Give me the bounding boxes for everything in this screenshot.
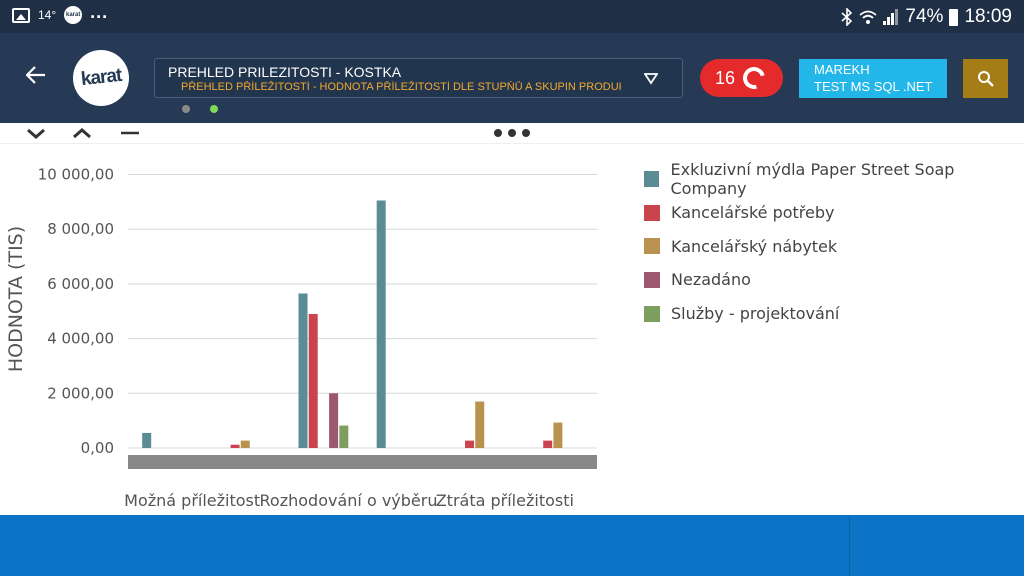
legend-swatch	[644, 170, 660, 187]
x-category-label: Možná příležitost	[124, 491, 260, 510]
more-notifications-icon: ...	[90, 1, 109, 22]
legend-swatch	[644, 204, 660, 221]
report-title: PREHLED PRILEZITOSTI - KOSTKA	[168, 64, 402, 80]
user-button[interactable]: MAREKH TEST MS SQL .NET	[799, 59, 947, 98]
wifi-icon	[859, 10, 878, 24]
notifications-button[interactable]: 16	[700, 59, 783, 97]
bar	[376, 200, 386, 448]
chevron-down-icon[interactable]	[24, 124, 48, 142]
search-icon	[977, 70, 994, 87]
x-category-label: Ztráta příležitosti	[436, 491, 574, 510]
y-tick-label: 8 000,00	[47, 220, 114, 238]
legend-item[interactable]: Exkluzivní mýdla Paper Street Soap Compa…	[644, 159, 1024, 198]
report-selector[interactable]: PREHLED PRILEZITOSTI - KOSTKA PŘEHLED PŘ…	[154, 58, 683, 98]
legend-item[interactable]: Nezadáno	[644, 263, 1024, 297]
user-database: TEST MS SQL .NET	[814, 79, 933, 94]
user-name: MAREKH	[814, 62, 870, 77]
battery-percentage: 74%	[905, 6, 944, 27]
y-tick-label: 4 000,00	[47, 330, 114, 348]
chart-legend: Exkluzivní mýdla Paper Street Soap Compa…	[644, 159, 1024, 331]
legend-label: Kancelářský nábytek	[671, 236, 838, 256]
gallery-notification-icon	[12, 7, 30, 23]
report-subtitle: PŘEHLED PŘÍLEŽITOSTÍ - HODNOTA PŘÍLEŽITO…	[181, 81, 621, 93]
page-indicator	[182, 105, 218, 113]
bar	[553, 422, 563, 448]
bar	[298, 293, 308, 448]
y-axis-label: HODNOTA (TIS)	[5, 226, 27, 372]
signal-icon	[883, 9, 899, 25]
bar	[339, 425, 349, 448]
y-tick-label: 2 000,00	[47, 384, 114, 402]
legend-item[interactable]: Kancelářský nábytek	[644, 229, 1024, 263]
loading-ring-icon	[739, 62, 770, 94]
battery-icon	[949, 8, 959, 26]
legend-item[interactable]: Kancelářské potřeby	[644, 196, 1024, 230]
karat-notification-icon: karat	[64, 6, 83, 24]
bluetooth-icon	[841, 8, 853, 26]
notifications-count: 16	[715, 67, 736, 88]
weather-temperature: 14°	[38, 8, 57, 22]
more-options-button[interactable]	[494, 129, 530, 137]
karat-notification-icon-text: karat	[65, 12, 81, 18]
legend-swatch	[644, 305, 660, 322]
x-category-label: Rozhodování o výběru	[260, 491, 438, 510]
bar	[240, 440, 250, 448]
arrow-left-icon	[25, 66, 45, 84]
page-dot-2[interactable]	[210, 105, 218, 113]
chart-toolbar	[0, 123, 1024, 144]
status-bar-left: 14° karat ...	[12, 2, 108, 24]
more-dot	[494, 129, 502, 137]
bar	[142, 432, 152, 448]
bar	[543, 440, 553, 448]
bar-chart: 0,00 2 000,00 4 000,00 6 000,00 8 000,00 10 0…	[5, 166, 597, 510]
back-button[interactable]	[22, 63, 50, 91]
karat-logo-text: karat	[79, 64, 123, 91]
y-tick-label: 10 000,00	[38, 166, 114, 184]
status-bar-right: 74% 18:09	[841, 6, 1012, 28]
x-axis-band	[128, 455, 597, 469]
legend-label: Nezadáno	[671, 270, 751, 290]
karat-logo: karat	[73, 50, 129, 106]
bar	[329, 393, 339, 448]
clock: 18:09	[964, 6, 1012, 27]
y-tick-label: 6 000,00	[47, 275, 114, 293]
status-bar: 14° karat ... 74% 18:09	[0, 0, 1024, 33]
legend-label: Exkluzivní mýdla Paper Street Soap Compa…	[670, 159, 955, 198]
legend-swatch	[644, 271, 660, 288]
legend-label: Služby - projektování	[671, 304, 840, 324]
y-tick-label: 0,00	[81, 439, 114, 457]
legend-swatch	[644, 238, 660, 255]
legend-label: Kancelářské potřeby	[671, 203, 835, 223]
bar	[230, 444, 240, 448]
legend-item[interactable]: Služby - projektování	[644, 297, 1024, 331]
bottom-bar-divider	[849, 515, 850, 576]
minimize-icon[interactable]	[118, 124, 142, 142]
bar	[475, 401, 485, 448]
dropdown-triangle-icon	[644, 73, 658, 85]
search-button[interactable]	[963, 59, 1008, 98]
app-header: karat PREHLED PRILEZITOSTI - KOSTKA PŘEH…	[0, 33, 1024, 123]
bar	[465, 440, 475, 448]
chart-area: 0,00 2 000,00 4 000,00 6 000,00 8 000,00 10 0…	[0, 144, 1024, 515]
page-dot-1[interactable]	[182, 105, 190, 113]
bottom-bar	[0, 515, 1024, 576]
more-dot	[522, 129, 530, 137]
chevron-up-icon[interactable]	[70, 124, 94, 142]
bar	[308, 313, 318, 448]
more-dot	[508, 129, 516, 137]
